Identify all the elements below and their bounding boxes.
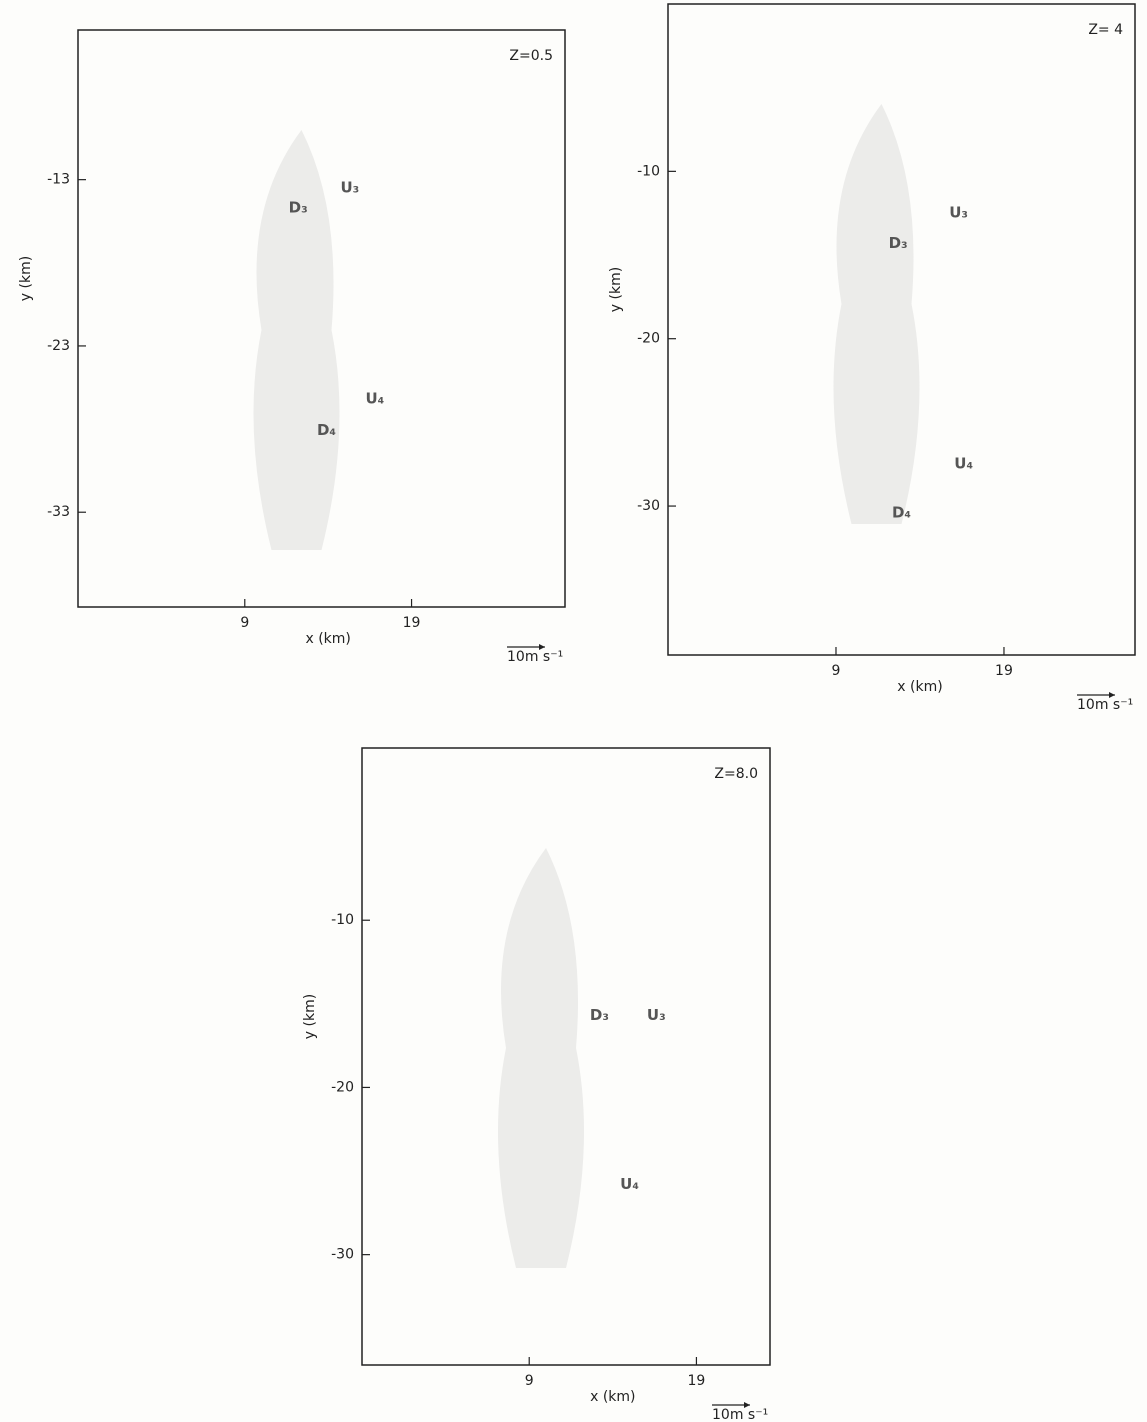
- x-tick-label: 19: [403, 615, 421, 631]
- y-tick-label: -30: [637, 498, 660, 514]
- y-tick-label: -20: [637, 331, 660, 347]
- scale-arrow-head: [1109, 692, 1115, 698]
- y-tick-label: -30: [331, 1247, 354, 1263]
- region-label: D₃: [590, 1006, 609, 1024]
- region-label: D₃: [889, 234, 908, 252]
- x-axis-label: x (km): [305, 631, 350, 647]
- y-tick-label: -13: [47, 172, 70, 188]
- y-tick-label: -10: [331, 912, 354, 928]
- y-axis-label: y (km): [302, 994, 318, 1039]
- scale-arrow-head: [744, 1402, 750, 1408]
- region-label: U₄: [954, 455, 973, 473]
- y-tick-label: -10: [637, 163, 660, 179]
- x-tick-label: 19: [995, 663, 1013, 679]
- region-label: D₄: [317, 421, 336, 439]
- x-tick-label: 19: [688, 1373, 706, 1389]
- y-tick-label: -20: [331, 1079, 354, 1095]
- region-label: U₃: [340, 178, 359, 196]
- plot-frame: [361, 747, 771, 1366]
- x-tick-label: 9: [832, 663, 841, 679]
- y-tick-label: -33: [47, 504, 70, 520]
- plot-frame: [77, 29, 566, 608]
- plot-frame: [667, 3, 1136, 656]
- scale-arrow-head: [539, 644, 545, 650]
- y-tick-label: -23: [47, 338, 70, 354]
- panel-annotation: Z=8.0: [714, 766, 758, 782]
- panel-annotation: Z=0.5: [509, 48, 553, 64]
- region-label: D₄: [892, 503, 911, 521]
- y-axis-label: y (km): [608, 267, 624, 312]
- region-label: U₄: [620, 1175, 639, 1193]
- panel-annotation: Z= 4: [1088, 22, 1123, 38]
- region-label: U₃: [949, 204, 968, 222]
- region-label: U₃: [647, 1006, 666, 1024]
- shaded-core: [498, 848, 584, 1268]
- region-label: D₃: [289, 198, 308, 216]
- x-tick-label: 9: [240, 615, 249, 631]
- x-tick-label: 9: [525, 1373, 534, 1389]
- region-label: U₄: [365, 390, 384, 408]
- x-axis-label: x (km): [897, 679, 942, 695]
- scale-label: 10m s⁻¹: [507, 649, 563, 665]
- scale-label: 10m s⁻¹: [1077, 697, 1133, 713]
- scale-label: 10m s⁻¹: [712, 1407, 768, 1422]
- x-axis-label: x (km): [590, 1389, 635, 1405]
- shaded-core: [253, 130, 340, 550]
- y-axis-label: y (km): [18, 256, 34, 301]
- shaded-core: [833, 104, 920, 524]
